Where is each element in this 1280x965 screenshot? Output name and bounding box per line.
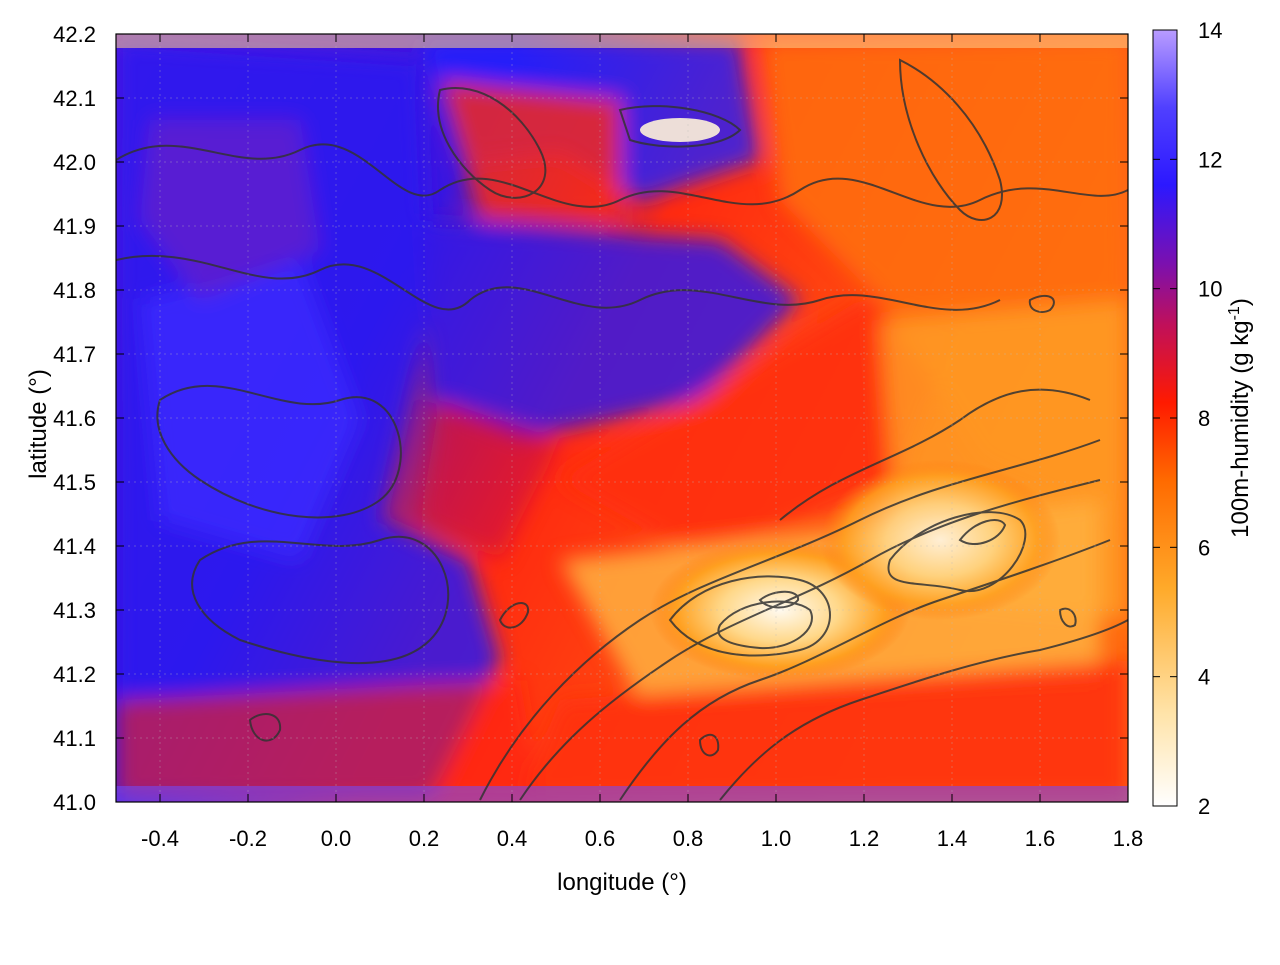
colorbar-ticks: 2 4 6 8 10 12 14 [1153,18,1222,819]
contour-lines [116,58,1128,801]
x-tick-label: 0.4 [497,826,528,851]
colorbar-tick-label: 4 [1198,665,1210,690]
y-tick-label: 41.0 [53,790,96,815]
x-tick-label: 1.2 [849,826,880,851]
colorbar-tick-label: 8 [1198,406,1210,431]
colorbar-tick-label: 10 [1198,277,1222,302]
x-tick-label: 1.8 [1113,826,1144,851]
y-tick-label: 41.1 [53,726,96,751]
y-tick-label: 41.4 [53,534,96,559]
colorbar-tick-label: 14 [1198,18,1222,43]
y-tick-label: 41.3 [53,598,96,623]
x-tick-label: -0.2 [229,826,267,851]
y-tick-label: 41.6 [53,406,96,431]
y-tick-label: 42.1 [53,86,96,111]
y-axis: 41.0 41.1 41.2 41.3 41.4 41.5 41.6 41.7 41.8 41.9… [53,22,1128,815]
colorbar-label-end: ) [1227,298,1254,306]
x-tick-label: 0.2 [409,826,440,851]
x-tick-label: 1.0 [761,826,792,851]
x-tick-label: -0.4 [141,826,179,851]
colorbar-label-main: 100m-humidity (g kg [1227,320,1254,537]
x-axis: -0.4 -0.2 0.0 0.2 0.4 0.6 0.8 1.0 1.2 1.4 1.6 1.8 [141,34,1143,851]
colorbar-tick-label: 2 [1198,794,1210,819]
colorbar-label-sup: -1 [1226,306,1243,320]
y-tick-label: 42.2 [53,22,96,47]
colorbar-tick-label: 6 [1198,535,1210,560]
x-tick-label: 1.4 [937,826,968,851]
x-tick-label: 0.8 [673,826,704,851]
y-tick-label: 41.5 [53,470,96,495]
x-tick-label: 1.6 [1025,826,1056,851]
x-axis-label: longitude (°) [557,869,687,896]
y-tick-label: 41.9 [53,214,96,239]
colorbar-tick-label: 12 [1198,147,1222,172]
y-tick-label: 41.7 [53,342,96,367]
x-tick-label: 0.0 [321,826,352,851]
y-tick-label: 41.8 [53,278,96,303]
y-axis-label: latitude (°) [25,369,52,479]
colorbar-label: 100m-humidity (g kg-1) [1226,298,1254,538]
x-tick-label: 0.6 [585,826,616,851]
y-tick-label: 42.0 [53,150,96,175]
y-tick-label: 41.2 [53,662,96,687]
heatmap-field [116,34,1128,802]
